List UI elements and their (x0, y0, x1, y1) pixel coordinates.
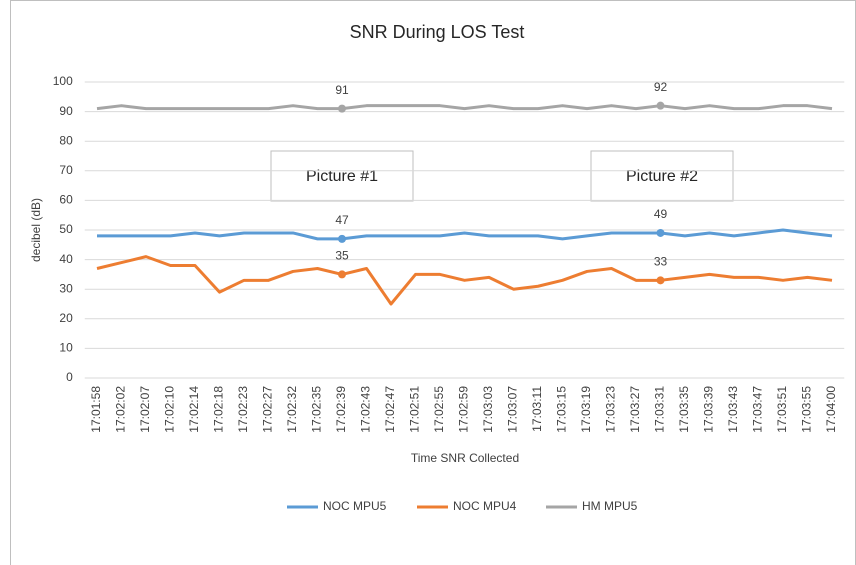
series-line (97, 228, 833, 241)
x-tick-label: 17:02:18 (212, 386, 226, 433)
y-tick-label: 60 (59, 193, 73, 207)
x-tick-label: 17:02:23 (236, 386, 250, 433)
x-tick-label: 17:03:35 (677, 386, 691, 433)
x-tick-label: 17:02:43 (359, 386, 373, 433)
y-tick-label: 0 (66, 370, 73, 384)
x-tick-label: 17:02:14 (187, 386, 201, 433)
data-label: 35 (335, 249, 349, 263)
data-point (338, 234, 346, 243)
data-point (656, 276, 665, 285)
x-tick-label: 17:03:27 (628, 386, 642, 433)
x-tick-label: 17:03:07 (506, 386, 520, 433)
data-label: 49 (654, 207, 668, 221)
data-label: 33 (654, 254, 668, 268)
x-tick-label: 17:02:02 (114, 386, 128, 433)
y-tick-label: 50 (59, 222, 73, 236)
annotation: Picture #2 (626, 168, 698, 185)
legend-label: NOC MPU5 (323, 499, 387, 513)
x-tick-label: 17:02:39 (334, 386, 348, 433)
x-tick-label: 17:02:07 (138, 386, 152, 433)
y-tick-label: 30 (59, 281, 73, 295)
x-tick-label: 17:02:59 (457, 386, 471, 433)
x-tick-label: 17:02:32 (285, 386, 299, 433)
data-label: 91 (335, 83, 349, 97)
series-line (96, 104, 833, 111)
x-tick-label: 17:03:11 (530, 386, 544, 432)
x-tick-label: 17:03:23 (604, 386, 618, 433)
annotation-box (590, 150, 734, 202)
chart-title: SNR During LOS Test (350, 22, 525, 42)
chart-frame (10, 0, 856, 565)
x-tick-label: 17:03:39 (702, 386, 716, 433)
x-tick-label: 17:03:51 (775, 386, 789, 433)
y-tick-label: 90 (59, 104, 73, 118)
x-tick-label: 17:02:55 (432, 386, 446, 433)
legend-label: NOC MPU4 (453, 499, 517, 513)
legend-label: HM MPU5 (582, 499, 638, 513)
x-tick-label: 17:02:35 (310, 386, 324, 433)
y-tick-label: 100 (53, 74, 73, 88)
data-point (338, 104, 346, 113)
y-tick-label: 70 (59, 163, 73, 177)
data-label: 92 (654, 80, 668, 94)
x-tick-label: 17:03:43 (726, 386, 740, 433)
x-tick-label: 17:02:27 (261, 386, 275, 433)
y-tick-label: 10 (59, 341, 73, 355)
data-point (656, 228, 665, 237)
x-tick-label: 17:02:10 (163, 386, 177, 433)
x-axis-label: Time SNR Collected (411, 451, 519, 465)
data-point (338, 270, 346, 279)
series-line (96, 255, 833, 306)
x-tick-label: 17:03:15 (555, 386, 569, 433)
y-tick-label: 40 (59, 252, 73, 266)
x-tick-label: 17:03:03 (481, 386, 495, 433)
y-tick-label: 20 (59, 311, 73, 325)
x-tick-label: 17:02:47 (383, 386, 397, 433)
x-tick-label: 17:04:00 (824, 386, 838, 433)
data-point (656, 101, 665, 110)
x-tick-label: 17:03:19 (579, 386, 593, 433)
data-label: 47 (335, 213, 349, 227)
x-tick-label: 17:01:58 (89, 386, 103, 433)
y-tick-label: 80 (59, 133, 73, 147)
x-tick-label: 17:03:47 (751, 386, 765, 433)
x-tick-label: 17:03:31 (653, 386, 667, 433)
y-axis-label: decibel (dB) (29, 198, 43, 262)
x-tick-label: 17:02:51 (408, 386, 422, 433)
x-tick-label: 17:03:55 (800, 386, 814, 433)
annotation: Picture #1 (306, 168, 378, 185)
annotation-box (270, 150, 414, 202)
